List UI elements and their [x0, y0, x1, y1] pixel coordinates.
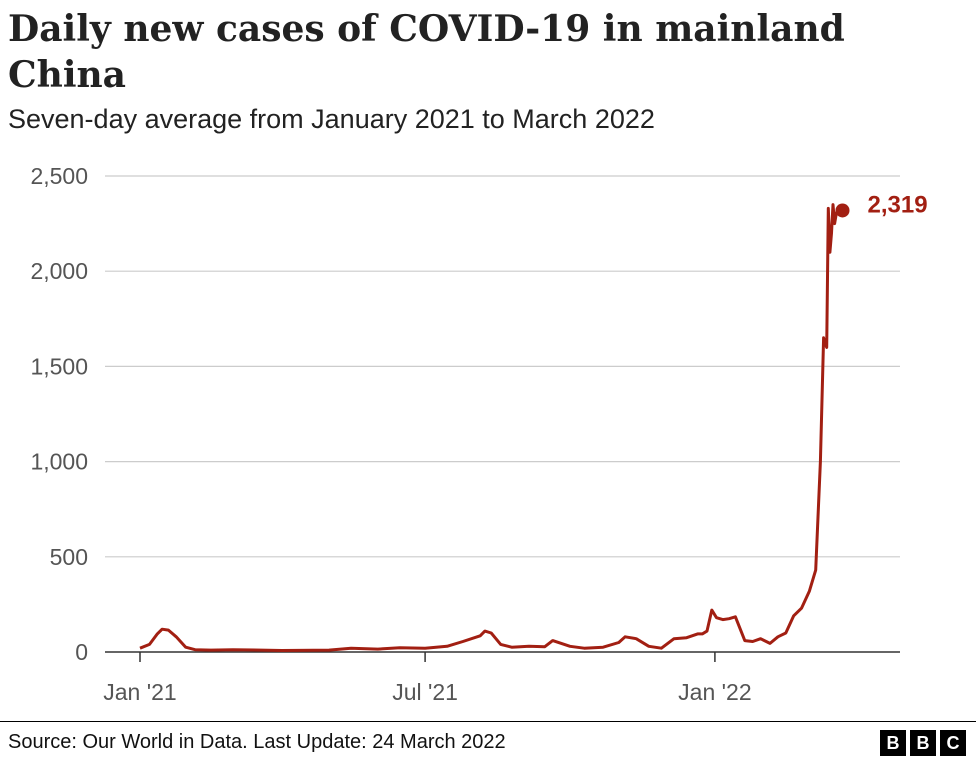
logo-letter: B: [910, 730, 936, 756]
logo-letter: B: [880, 730, 906, 756]
footer-divider: [0, 721, 976, 722]
chart-subtitle: Seven-day average from January 2021 to M…: [8, 104, 655, 134]
y-tick-label: 0: [75, 639, 88, 665]
x-axis-ticks: Jan '21 Jul '21 Jan '22: [103, 652, 752, 705]
series-line: [139, 203, 844, 652]
x-tick-label: Jul '21: [392, 679, 458, 705]
y-tick-label: 2,000: [30, 258, 88, 284]
y-axis-ticks: 0 500 1,000 1,500 2,000 2,500: [30, 163, 88, 665]
x-tick-label: Jan '21: [103, 679, 176, 705]
y-tick-label: 500: [50, 544, 88, 570]
end-value-label: 2,319: [867, 191, 927, 218]
logo-letter: C: [940, 730, 966, 756]
y-tick-label: 1,500: [30, 353, 88, 379]
bbc-logo: B B C: [880, 730, 966, 756]
series-layer: [139, 203, 850, 652]
gridlines: [105, 175, 900, 653]
source-note: Source: Our World in Data. Last Update: …: [8, 731, 506, 753]
x-tick-label: Jan '22: [678, 679, 751, 705]
chart-title: Daily new cases of COVID-19 in mainland …: [8, 8, 845, 96]
y-tick-label: 2,500: [30, 163, 88, 189]
y-tick-label: 1,000: [30, 449, 88, 475]
end-point-marker: [835, 203, 850, 218]
